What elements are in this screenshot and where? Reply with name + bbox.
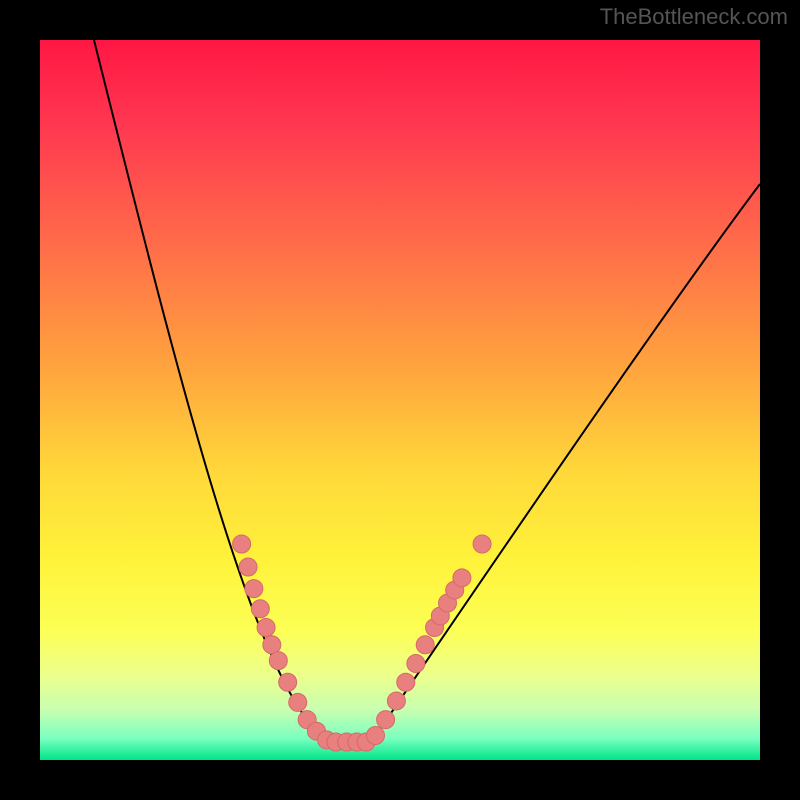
data-point xyxy=(473,535,491,553)
data-point xyxy=(407,655,425,673)
watermark-text: TheBottleneck.com xyxy=(600,4,788,30)
data-point xyxy=(257,619,275,637)
data-point xyxy=(289,693,307,711)
data-point xyxy=(377,711,395,729)
data-point xyxy=(453,569,471,587)
data-point xyxy=(367,727,385,745)
chart-plot-area xyxy=(40,40,760,760)
data-point xyxy=(387,692,405,710)
data-point xyxy=(279,673,297,691)
data-point xyxy=(239,558,257,576)
data-point xyxy=(397,673,415,691)
data-point xyxy=(416,636,434,654)
data-point xyxy=(269,652,287,670)
data-point xyxy=(233,535,251,553)
data-markers xyxy=(233,535,491,751)
data-point xyxy=(263,636,281,654)
data-point xyxy=(245,580,263,598)
bottleneck-curve-chart xyxy=(40,40,760,760)
data-point xyxy=(251,600,269,618)
